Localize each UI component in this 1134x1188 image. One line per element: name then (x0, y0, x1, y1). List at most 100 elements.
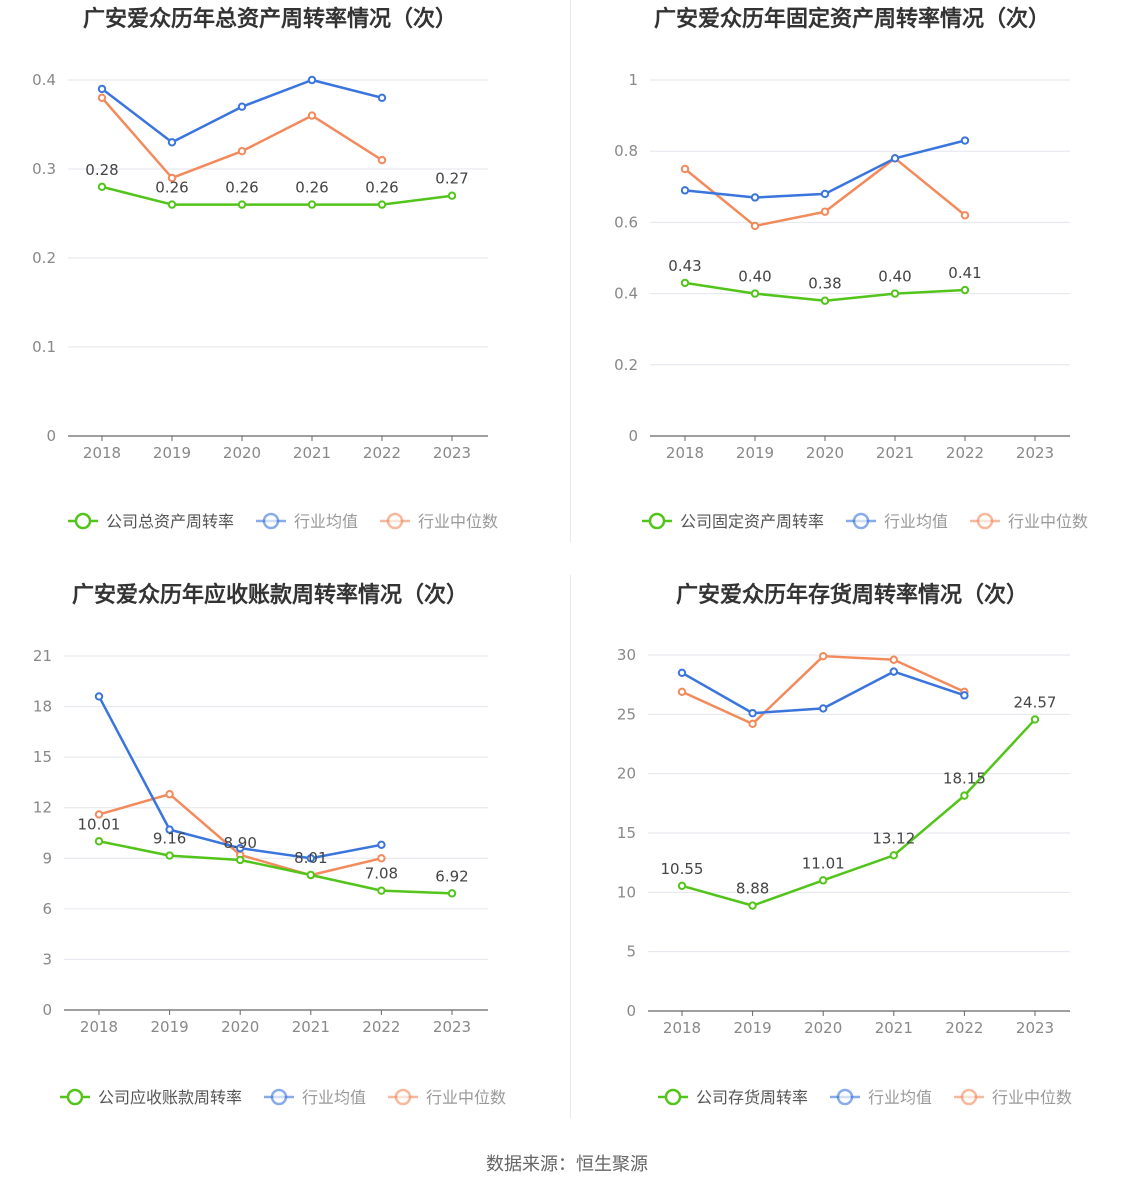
chart2-legend-label: 行业均值 (884, 512, 948, 531)
chart2-ytick-label: 0.2 (614, 356, 638, 374)
chart3-xtick-label: 2020 (221, 1018, 259, 1036)
divider-top (570, 0, 571, 542)
chart2-xtick-label: 2020 (806, 444, 844, 462)
chart1-median-point (167, 173, 177, 183)
chart4-avg-point (889, 667, 898, 676)
chart4-company-point (1030, 715, 1040, 724)
chart3-ytick-label: 21 (33, 647, 52, 665)
chart3-legend-label: 公司应收账款周转率 (98, 1088, 242, 1107)
chart3-avg-point (236, 843, 245, 853)
chart1-legend-label: 公司总资产周转率 (106, 512, 234, 531)
chart3-xtick-label: 2022 (362, 1018, 400, 1036)
chart3-data-label: 7.08 (365, 865, 398, 883)
chart2-ytick-label: 0 (628, 427, 638, 445)
chart3-company-point (447, 889, 457, 898)
chart3-data-label: 10.01 (78, 815, 121, 833)
chart4-xtick-label: 2020 (804, 1019, 842, 1037)
chart3-ytick-label: 0 (42, 1001, 52, 1019)
chart4-legend-label: 行业均值 (868, 1088, 932, 1107)
chart2-avg-point (820, 189, 830, 199)
chart1-legend-marker (74, 512, 92, 530)
chart4-ytick-label: 25 (617, 705, 636, 723)
chart3-data-label: 9.16 (153, 830, 186, 848)
chart2-median-point (750, 221, 760, 231)
chart4-data-label: 8.88 (736, 880, 769, 898)
chart3-median-point (165, 790, 174, 799)
chart2-xtick-label: 2023 (1016, 444, 1054, 462)
chart1-xtick-label: 2022 (363, 444, 401, 462)
chart2-ytick-label: 0.8 (614, 142, 638, 160)
chart1-company-point (447, 191, 457, 200)
chart1-xtick-label: 2021 (293, 444, 331, 462)
chart2-company-point (960, 285, 970, 295)
chart3-data-label: 8.01 (294, 849, 327, 867)
chart2-ytick-label: 0.6 (614, 213, 638, 231)
chart4-data-label: 11.01 (802, 854, 845, 872)
chart4-xtick-label: 2023 (1016, 1019, 1054, 1037)
chart4-company-point (677, 881, 687, 891)
chart2-title: 广安爱众历年固定资产周转率情况（次） (654, 6, 1050, 32)
chart2-data-label: 0.38 (808, 275, 841, 293)
chart3-company-point (165, 851, 174, 860)
chart2-data-label: 0.41 (948, 264, 981, 282)
chart3-data-label: 6.92 (435, 867, 468, 885)
chart3-legend-label: 行业均值 (302, 1088, 366, 1107)
chart2-xtick-label: 2022 (946, 444, 984, 462)
chart1-median-point (307, 111, 317, 120)
chart1-avg-point (167, 138, 177, 147)
chart1-legend-marker (386, 512, 404, 530)
chart3-avg-point (94, 692, 104, 701)
chart1-data-label: 0.26 (295, 179, 328, 197)
chart4-avg-point (677, 668, 687, 677)
divider-bottom (570, 575, 571, 1118)
chart4-legend-marker (960, 1088, 978, 1106)
chart4-ytick-label: 0 (626, 1002, 636, 1020)
chart4-legend-label: 公司存货周转率 (696, 1088, 808, 1107)
chart1-avg-point (237, 102, 247, 111)
chart2-data-label: 0.40 (738, 268, 771, 286)
charts-grid: 广安爱众历年总资产周转率情况（次） 0 0.1 0.2 0.3 0.4 2018 2019 20… (32, 0, 1088, 1118)
chart1-median-point (237, 147, 247, 156)
chart3-ytick-label: 6 (42, 900, 52, 918)
chart2-company-point (750, 289, 760, 298)
chart3-xtick-label: 2019 (151, 1018, 189, 1036)
chart4-median-line (681, 654, 965, 726)
chart2-xtick-label: 2018 (666, 444, 704, 462)
chart2-company-point (820, 296, 830, 305)
chart4-title: 广安爱众历年存货周转率情况（次） (676, 582, 1028, 608)
chart2-xtick-label: 2019 (736, 444, 774, 462)
chart2-company-point (890, 289, 900, 298)
chart4-ytick-label: 20 (617, 765, 636, 783)
chart1-avg-point (377, 93, 387, 103)
chart1-data-label: 0.26 (225, 179, 258, 197)
chart2-avg-point (750, 193, 760, 202)
chart4-data-label: 18.15 (943, 770, 986, 788)
chart3-company-point (377, 886, 386, 895)
chart3-xtick-label: 2021 (292, 1018, 330, 1036)
chart4-median-point (889, 655, 898, 664)
chart2-legend-marker (648, 512, 666, 530)
chart1-avg-point (307, 75, 317, 85)
chart3-ytick-label: 15 (33, 748, 52, 766)
chart4-legend-label: 行业中位数 (992, 1088, 1072, 1107)
chart4-xtick-label: 2019 (734, 1019, 772, 1037)
chart1-data-label: 0.28 (85, 161, 118, 179)
chart1-company-line (101, 185, 453, 206)
chart4-company-point (819, 876, 828, 885)
chart1-data-label: 0.26 (155, 179, 188, 197)
chart3-legend-marker (66, 1088, 84, 1106)
chart4-xtick-label: 2018 (663, 1019, 701, 1037)
chart3-data-label: 8.90 (223, 834, 256, 852)
chart4-xtick-label: 2021 (875, 1019, 913, 1037)
chart3-avg-point (306, 854, 315, 863)
chart4-ytick-label: 10 (617, 883, 636, 901)
chart1-median-point (97, 93, 107, 103)
chart1-company-point (307, 200, 317, 209)
chart3-ytick-label: 18 (33, 698, 52, 716)
chart4-legend-marker (836, 1088, 854, 1106)
chart3-avg-point (165, 825, 174, 834)
chart3-company-point (306, 870, 315, 880)
chart3-legend-label: 行业中位数 (426, 1088, 506, 1107)
chart1-ytick-label: 0.1 (32, 338, 56, 356)
